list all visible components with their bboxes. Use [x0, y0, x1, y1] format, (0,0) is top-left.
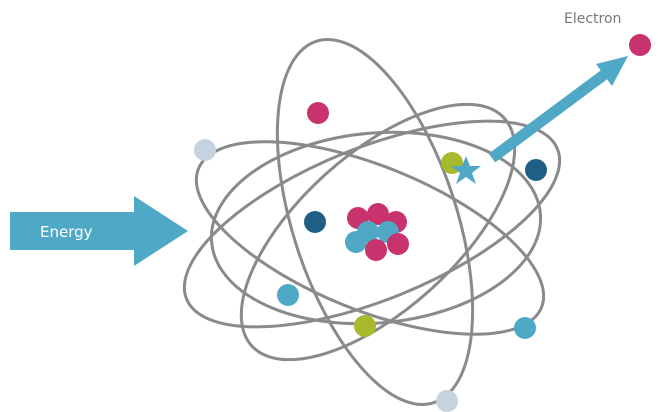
electrons — [194, 34, 651, 412]
electron — [277, 284, 299, 306]
electron — [354, 315, 376, 337]
electron — [307, 102, 329, 124]
orbit — [182, 119, 562, 329]
electron-label: Electron — [564, 11, 621, 27]
proton — [367, 203, 389, 225]
impact-star — [451, 156, 481, 184]
orbit — [194, 140, 546, 336]
electron — [514, 317, 536, 339]
proton — [365, 239, 387, 261]
orbit — [209, 130, 543, 326]
arrow-head — [596, 56, 628, 86]
proton — [387, 233, 409, 255]
ejected-electron — [629, 34, 651, 56]
electron — [304, 211, 326, 233]
electron-arrow — [488, 56, 628, 163]
orbits — [182, 38, 562, 406]
orbit — [239, 102, 517, 362]
orbit — [275, 38, 475, 406]
neutron — [345, 231, 367, 253]
energy-label: Energy — [40, 223, 93, 241]
arrow-shaft — [488, 69, 609, 163]
nucleus — [345, 203, 409, 261]
electron — [194, 139, 216, 161]
energy-arrow: Energy — [10, 196, 188, 266]
arrow-shape — [10, 196, 188, 266]
electron — [525, 159, 547, 181]
electron — [436, 390, 458, 412]
